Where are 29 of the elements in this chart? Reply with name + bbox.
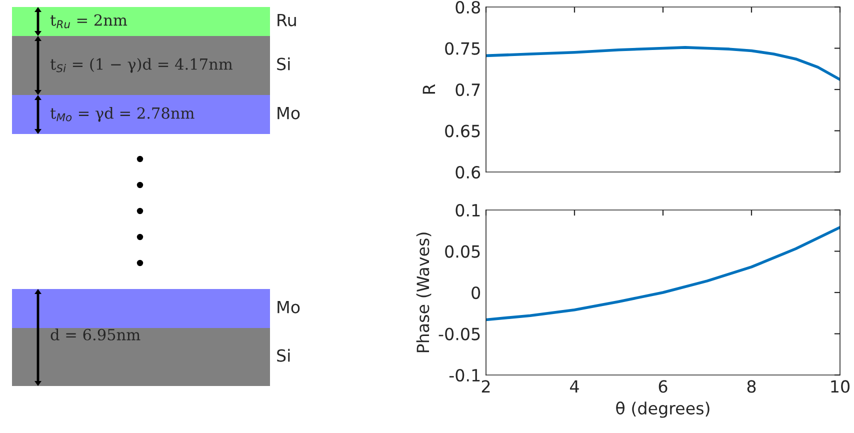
- x-tick-label: 10: [831, 380, 850, 393]
- text: Mo: [278, 300, 300, 314]
- y-tick-label: 0.1: [456, 204, 480, 217]
- text: Si: [277, 57, 290, 70]
- text: d = 6.95nm: [50, 328, 140, 340]
- y-tick-label: 0.65: [445, 124, 480, 138]
- text: Mo: [278, 106, 300, 120]
- x-tick-label: 2: [482, 380, 490, 393]
- text: Si: [277, 348, 290, 362]
- text: t$_{Si}$ = (1 − γ)d = 4.17nm: [50, 58, 232, 73]
- y-axis-title: R: [422, 84, 436, 94]
- y-tick-label: 0: [472, 286, 480, 300]
- x-tick-label: 8: [747, 380, 756, 393]
- line-series: [486, 226, 840, 322]
- text: Ru: [278, 14, 296, 26]
- y-tick-label: 0.8: [456, 0, 480, 14]
- y-tick-label: -0.05: [438, 328, 480, 340]
- text: t$_{Mo}$ = γd = 2.78nm: [50, 107, 194, 122]
- y-tick-label: 0.05: [445, 245, 480, 258]
- y-axis-title: Phase (Waves): [416, 232, 432, 352]
- x-tick-label: 4: [570, 380, 579, 393]
- text: t$_{Ru}$ = 2nm: [50, 14, 128, 28]
- y-tick-label: 0.7: [456, 83, 480, 96]
- line-series: [486, 46, 840, 81]
- x-tick-label: 6: [658, 380, 668, 393]
- y-tick-label: 0.75: [445, 42, 480, 55]
- x-axis-title: θ (degrees): [616, 402, 710, 418]
- y-tick-label: -0.1: [449, 368, 480, 382]
- y-tick-label: 0.6: [456, 166, 480, 179]
